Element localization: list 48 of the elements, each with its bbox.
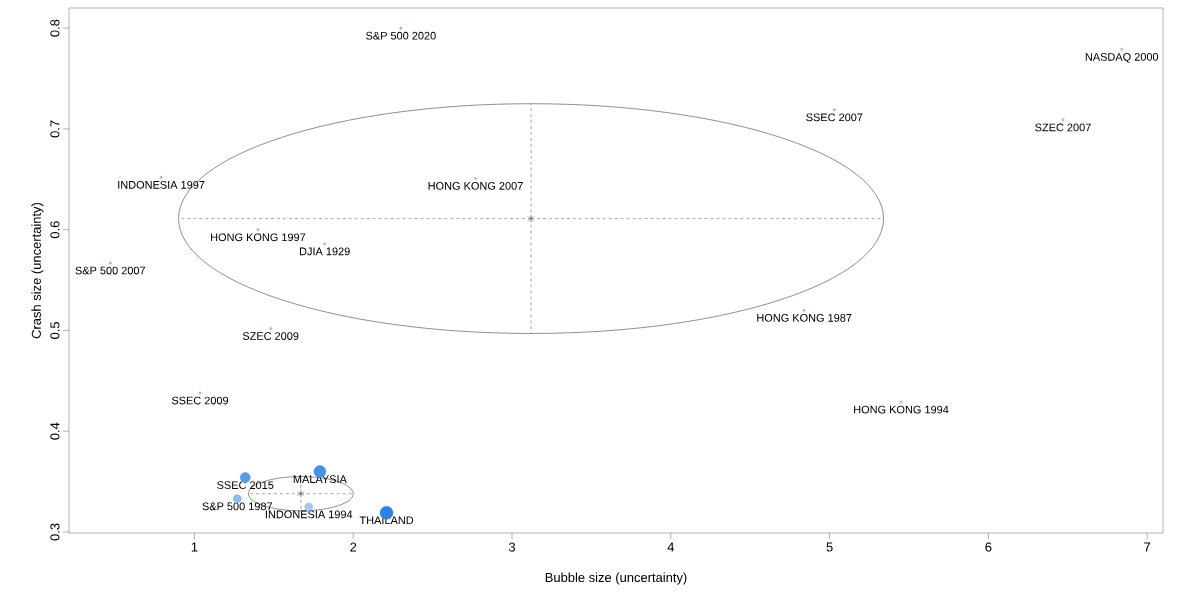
annotation: SSEC 2009 [171,396,229,405]
annotation: MALAYSIA [293,475,347,483]
annotation: SZEC 2009 [242,332,299,340]
annotation: SZEC 2007 [1035,123,1091,132]
x-tick-label: 2 [350,542,357,552]
point [198,391,202,395]
annotation: THAILAND [359,516,414,525]
y-tick-label: 0.4 [50,422,60,440]
x-tick-label: 3 [508,542,516,552]
annotation: HONG KONG 2007 [428,182,523,190]
annotation: S&P 500 2020 [366,31,436,40]
point [269,326,273,330]
annotation: SSEC 2015 [217,481,274,490]
point [1061,118,1065,122]
x-tick-label: 7 [1144,542,1151,552]
point [832,108,836,112]
annotation: HONG KONG 1997 [211,233,306,242]
point [108,261,112,265]
x-tick-label: 4 [667,542,675,552]
annotation: NASDAQ 2000 [1085,53,1159,63]
y-tick-label: 0.5 [50,322,60,339]
annotation: S&P 500 1987 [202,502,273,511]
x-tick-label: 1 [191,542,198,552]
point [474,176,477,180]
y-tick-label: 0.7 [50,120,60,138]
point [297,489,305,498]
point [527,214,535,223]
y-tick-label: 0.3 [50,523,60,541]
point [399,26,403,30]
annotation: HONG KONG 1987 [757,314,852,322]
annotation: HONG KONG 1994 [854,405,949,414]
point [323,242,327,246]
annotation: INDONESIA 1997 [118,181,205,189]
point [1120,47,1124,51]
point [256,228,260,232]
y-tick-label: 0.8 [50,19,60,37]
x-axis-title: Bubble size (uncertainty) [545,572,687,585]
y-axis-title: Crash size (uncertainty) [31,202,44,339]
point [159,175,163,179]
annotation: SSEC 2007 [806,113,863,122]
annotation: DJIA 1929 [299,247,350,256]
point [802,308,806,312]
x-tick-label: 5 [826,542,833,552]
annotation: INDONESIA 1994 [265,510,353,519]
x-tick-label: 6 [985,542,992,552]
y-tick-label: 0.6 [50,221,60,239]
annotation: S&P 500 2007 [75,266,146,275]
point [899,400,903,404]
